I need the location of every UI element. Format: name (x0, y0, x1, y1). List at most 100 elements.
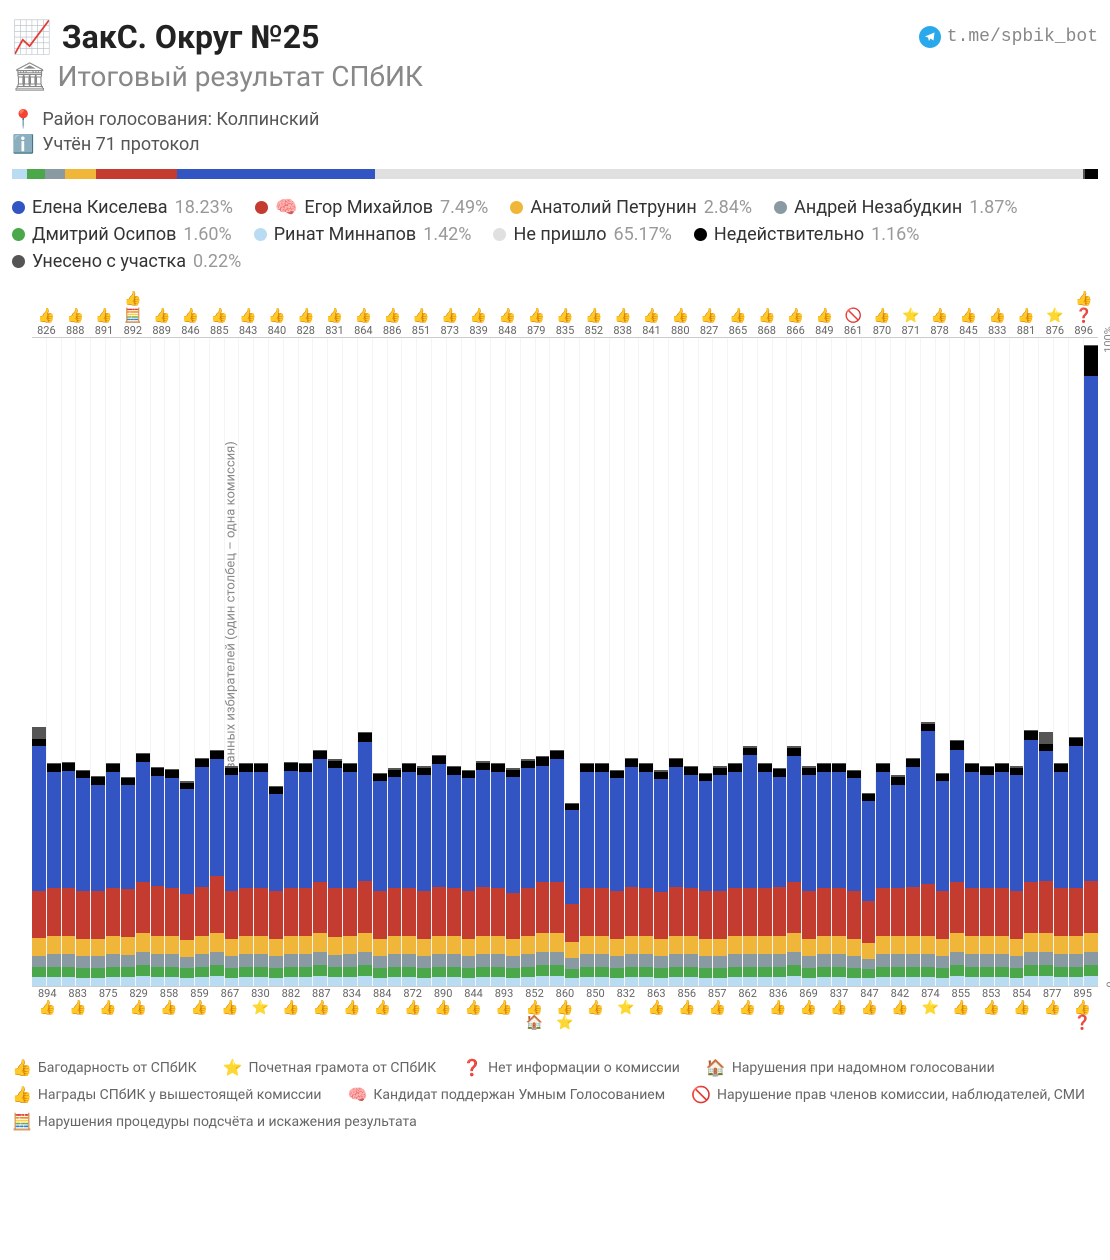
bar-column (358, 338, 373, 986)
marker: 837👍 (824, 987, 854, 1032)
marker: 875👍 (93, 987, 123, 1032)
bar-column (728, 338, 743, 986)
bar-column (669, 338, 684, 986)
bar-column (743, 338, 758, 986)
marker: 893👍 (489, 987, 519, 1032)
marker: 854👍 (1007, 987, 1037, 1032)
marker: 👍881 (1012, 292, 1041, 337)
bar-column (936, 338, 951, 986)
marker: 829👍 (123, 987, 153, 1032)
marker: 👍849 (810, 292, 839, 337)
bar-column (506, 338, 521, 986)
bar-column (862, 338, 877, 986)
marker: 👍846 (176, 292, 205, 337)
legend: Елена Киселева18.23%🧠Егор Михайлов7.49%А… (12, 197, 1098, 272)
bar-column (121, 338, 136, 986)
marker: 836👍 (763, 987, 793, 1032)
marker: 👍851 (407, 292, 436, 337)
marker: 858👍 (154, 987, 184, 1032)
marker: 👍840 (263, 292, 292, 337)
legend-dot (12, 228, 25, 241)
marker: 👍❓896 (1069, 292, 1098, 337)
marker: 👍879 (522, 292, 551, 337)
bar-column (876, 338, 891, 986)
bar-column (373, 338, 388, 986)
marker: 857👍 (702, 987, 732, 1032)
bar-column (965, 338, 980, 986)
marker: 867👍 (215, 987, 245, 1032)
bar-column (654, 338, 669, 986)
marker: 844👍 (458, 987, 488, 1032)
marker: 872👍 (397, 987, 427, 1032)
marker: 👍878 (925, 292, 954, 337)
bar-column (432, 338, 447, 986)
legend-item: Ринат Миннапов1.42% (254, 224, 472, 245)
bar-column (1010, 338, 1025, 986)
marker: 👍873 (435, 292, 464, 337)
bar-column (491, 338, 506, 986)
bar-column (165, 338, 180, 986)
footer-item: 🧠Кандидат поддержан Умным Голосованием (347, 1085, 665, 1104)
bar-column (995, 338, 1010, 986)
bar-column (625, 338, 640, 986)
legend-dot (255, 201, 268, 214)
bar-column (47, 338, 62, 986)
bar-column (476, 338, 491, 986)
pin-icon: 📍 (12, 109, 34, 130)
bar-column (639, 338, 654, 986)
marker: 859👍 (184, 987, 214, 1032)
marker: 👍886 (378, 292, 407, 337)
footer-item: 👍Багодарность от СПбИК (12, 1058, 197, 1077)
telegram-link[interactable]: t.me/spbik_bot (919, 26, 1098, 48)
marker: 853👍 (976, 987, 1006, 1032)
bar-column (595, 338, 610, 986)
bar-column (195, 338, 210, 986)
marker: 👍889 (147, 292, 176, 337)
marker: 830⭐ (245, 987, 275, 1032)
marker: 869👍 (793, 987, 823, 1032)
marker: 🚫861 (839, 292, 868, 337)
footer-item: 🚫Нарушение прав членов комиссии, наблюда… (691, 1085, 1085, 1104)
chart-icon: 📈 (12, 18, 52, 56)
bar-column (1069, 338, 1084, 986)
bar-column (180, 338, 195, 986)
marker: 👍841 (637, 292, 666, 337)
bar-column (787, 338, 802, 986)
marker: 👍833 (983, 292, 1012, 337)
ytick-0: 0 (1104, 981, 1110, 987)
marker: 👍843 (234, 292, 263, 337)
marker: 832⭐ (611, 987, 641, 1032)
bar-column (1024, 338, 1039, 986)
legend-item: Не пришло65.17% (493, 224, 671, 245)
marker: 👍835 (551, 292, 580, 337)
bar-column (565, 338, 580, 986)
bar-column (847, 338, 862, 986)
marker: ⭐871 (896, 292, 925, 337)
marker: 👍868 (752, 292, 781, 337)
marker: 884👍 (367, 987, 397, 1032)
marker: 👍🧮892 (118, 292, 147, 337)
bar-column (447, 338, 462, 986)
legend-item: 🧠Егор Михайлов7.49% (255, 197, 488, 218)
footer-item: 🧮Нарушения процедуры подсчёта и искажени… (12, 1112, 417, 1131)
marker: 860👍⭐ (550, 987, 580, 1032)
bar-column (536, 338, 551, 986)
marker: 882👍 (276, 987, 306, 1032)
bar-column (1084, 338, 1098, 986)
bar-column (610, 338, 625, 986)
marker: 👍827 (695, 292, 724, 337)
subtitle: 🏛 Итоговый результат СПбИК (12, 60, 1098, 93)
marker: 874⭐ (915, 987, 945, 1032)
bar-column (906, 338, 921, 986)
bar-column (91, 338, 106, 986)
bar-column (462, 338, 477, 986)
marker: 👍852 (579, 292, 608, 337)
marker: 855👍 (946, 987, 976, 1032)
marker: 895👍❓ (1067, 987, 1097, 1032)
bar-column (980, 338, 995, 986)
bar-column (713, 338, 728, 986)
bar-column (210, 338, 225, 986)
bar-column (773, 338, 788, 986)
legend-dot (12, 201, 25, 214)
bar-column (684, 338, 699, 986)
